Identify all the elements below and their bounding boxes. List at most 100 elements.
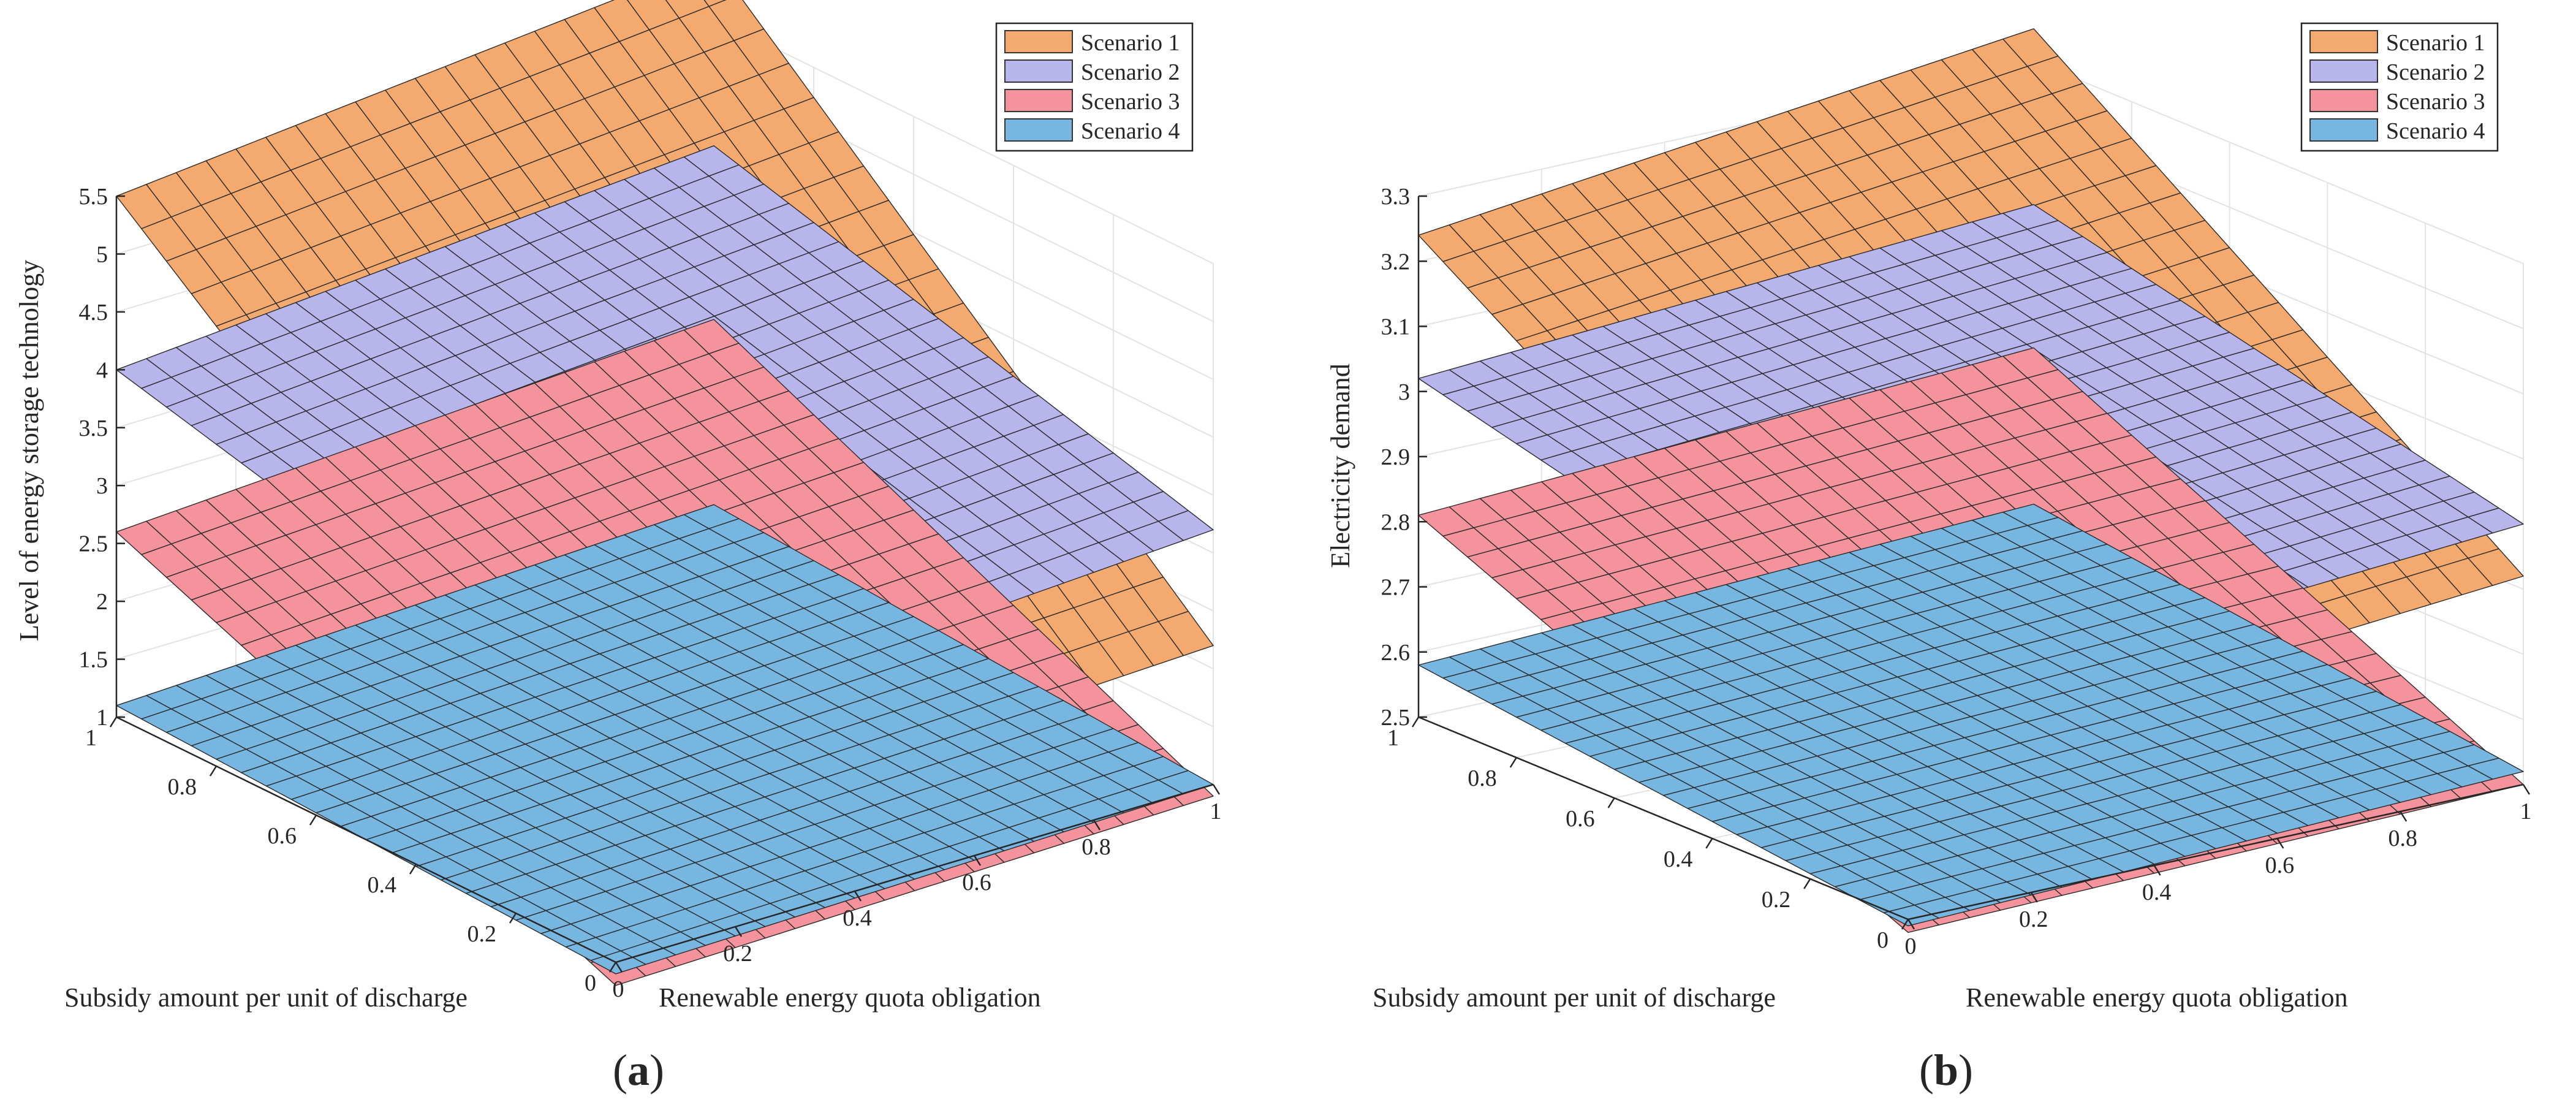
panel-b-xtick xyxy=(1509,757,1517,768)
panel-a-ytick-label: 0.4 xyxy=(843,905,872,931)
panel-a-ytick-label: 0.6 xyxy=(962,870,991,895)
panel-b-ytick xyxy=(2030,892,2038,903)
panel-b-xtick xyxy=(1901,919,1909,930)
panel-b-xtick-label: 1 xyxy=(1387,725,1399,751)
panel-a-legend-swatch-2 xyxy=(1004,59,1073,83)
panel-b-ztick-label: 2.7 xyxy=(1381,575,1411,601)
panel-a-legend-label-4: Scenario 4 xyxy=(1081,118,1180,144)
panel-a-legend: Scenario 1 Scenario 2 Scenario 3 Scenari… xyxy=(995,22,1194,152)
panel-b-ztick-label: 3 xyxy=(1398,379,1410,405)
panel-b-legend-swatch-2 xyxy=(2309,59,2378,83)
panel-b-chart: 2.5 2.6 2.7 2.8 2.9 3 3.1 3.2 3.3 0 0.2 0.4 0.6 0.8 1 0… xyxy=(1325,22,2532,1095)
panel-a-y-axis xyxy=(615,783,1214,964)
panel-b-legend-swatch-1 xyxy=(2309,30,2378,53)
panel-a-xtick xyxy=(509,913,517,924)
panel-b-ztick-label: 2.8 xyxy=(1381,509,1411,535)
panel-a-xtick xyxy=(209,766,218,777)
panel-a-xtick xyxy=(608,962,617,973)
panel-a-xtick xyxy=(109,717,118,728)
panel-b-legend-label-1: Scenario 1 xyxy=(2386,30,2485,56)
panel-b-ytick xyxy=(1907,919,1915,930)
panel-a-ztick-label: 2 xyxy=(96,589,108,615)
panel-b-y-axis xyxy=(1907,783,2524,921)
panel-b-xtick-label: 0.8 xyxy=(1468,766,1497,791)
panel-a-xtick-label: 0.4 xyxy=(368,872,397,898)
panel-b-xlabel: Subsidy amount per unit of discharge xyxy=(1373,983,1776,1013)
panel-a-caption: (a) xyxy=(613,1046,664,1095)
panel-a-xtick-label: 0.6 xyxy=(268,823,297,849)
panel-b-zlabel: Electricity demand xyxy=(1325,363,1355,568)
panel-b-legend-label-3: Scenario 3 xyxy=(2386,89,2485,115)
panel-a-ztick-label: 1.5 xyxy=(79,647,108,673)
panel-a-ytick xyxy=(1212,784,1221,795)
panel-b-xtick xyxy=(1705,838,1713,849)
panel-a-xtick-label: 1 xyxy=(85,725,97,751)
panel-a-legend-label-1: Scenario 1 xyxy=(1081,30,1180,56)
panel-b-ytick-label: 0.8 xyxy=(2388,826,2417,851)
panel-b-legend-swatch-4 xyxy=(2309,118,2378,142)
panel-b-ztick-label: 2.6 xyxy=(1381,640,1411,666)
panel-a-xtick-label: 0 xyxy=(585,970,596,996)
panel-b-xtick-label: 0.2 xyxy=(1762,887,1791,913)
panel-b-x-axis xyxy=(1418,716,1909,921)
panel-b-xtick xyxy=(1607,797,1615,808)
panel-b-xtick-label: 0.6 xyxy=(1566,806,1595,832)
panel-b-surfaces xyxy=(1418,28,2524,933)
panel-b-legend-label-4: Scenario 4 xyxy=(2386,118,2485,144)
panel-a-ytick-label: 0.8 xyxy=(1082,834,1111,860)
panel-b-ytick xyxy=(2400,811,2407,822)
panel-a-ytick xyxy=(973,855,982,866)
panel-a-ticks: 1 1.5 2 2.5 3 3.5 4 4.5 5 5.5 0 0.2 0.4 0.6 0.8 1 0 0.2 0.… xyxy=(79,184,1222,1002)
panel-a-ytick xyxy=(854,891,862,902)
panel-b-ytick-label: 0 xyxy=(1905,933,1917,959)
panel-a-ztick-label: 2.5 xyxy=(79,531,108,557)
panel-b-caption: (b) xyxy=(1919,1046,1973,1095)
panel-a-xtick xyxy=(309,815,317,826)
panel-a-zlabel: Level of energy storage technology xyxy=(14,260,44,641)
panel-b-surface-4 xyxy=(1418,503,2524,927)
panel-a-ztick-label: 5 xyxy=(96,241,108,267)
panel-a-chart: 1 1.5 2 2.5 3 3.5 4 4.5 5 5.5 0 0.2 0.4 0.6 0.8 1 0 0.2 0.… xyxy=(14,0,1222,1095)
panel-b-legend-label-2: Scenario 2 xyxy=(2386,59,2485,85)
panel-a-x-axis xyxy=(116,716,616,964)
panel-a-legend-swatch-3 xyxy=(1004,89,1073,112)
panel-a-ztick-label: 1 xyxy=(96,705,108,731)
panel-a-ztick-label: 4.5 xyxy=(79,300,108,325)
panel-a-ytick xyxy=(1093,819,1101,831)
panel-b-ytick xyxy=(2276,838,2284,849)
panel-b-ztick-label: 2.5 xyxy=(1381,705,1411,731)
panel-a-xtick-label: 0.8 xyxy=(168,774,197,800)
panel-b-ticks: 2.5 2.6 2.7 2.8 2.9 3 3.1 3.2 3.3 0 0.2 0.4 0.6 0.8 1 0… xyxy=(1381,184,2532,959)
panel-b-ztick-label: 3.3 xyxy=(1381,184,1411,210)
panel-a-ztick-label: 3 xyxy=(96,473,108,499)
panel-b-surface-cell xyxy=(1883,904,1939,927)
panel-a-xtick-label: 0.2 xyxy=(468,921,497,947)
panel-a-ytick xyxy=(734,926,743,937)
panel-b-xtick xyxy=(1803,878,1811,889)
panel-b-ztick-label: 3.2 xyxy=(1381,249,1411,275)
panel-a-ztick-label: 5.5 xyxy=(79,184,108,210)
panel-b-ztick-label: 3.1 xyxy=(1381,314,1411,340)
panel-b-legend-swatch-3 xyxy=(2309,89,2378,112)
panel-a-xtick xyxy=(409,864,417,875)
panel-b-ytick xyxy=(2153,865,2161,876)
panel-b-xtick xyxy=(1411,717,1420,728)
panel-a-surface-4 xyxy=(116,504,1214,975)
panel-b-ztick-label: 2.9 xyxy=(1381,444,1411,470)
panel-a-legend-swatch-4 xyxy=(1004,118,1073,142)
panel-b-ytick-label: 0.6 xyxy=(2265,853,2295,878)
panel-a-ztick-label: 4 xyxy=(96,357,108,383)
panel-a-ytick-label: 0 xyxy=(613,976,624,1002)
panel-a-ylabel: Renewable energy quota obligation xyxy=(659,983,1041,1013)
panel-b-xtick-label: 0 xyxy=(1877,927,1888,953)
panel-b-ylabel: Renewable energy quota obligation xyxy=(1966,983,2348,1013)
panel-b-ytick-label: 0.2 xyxy=(2019,907,2048,932)
panel-a-ytick-label: 0.2 xyxy=(723,941,752,967)
panel-a-legend-swatch-1 xyxy=(1004,30,1073,53)
panel-a-legend-label-3: Scenario 3 xyxy=(1081,89,1180,115)
panel-b-ytick-label: 0.4 xyxy=(2142,880,2172,905)
panel-a-ytick-label: 1 xyxy=(1210,799,1222,824)
panel-a-surfaces xyxy=(116,0,1214,986)
panel-b-ytick xyxy=(2522,784,2531,795)
